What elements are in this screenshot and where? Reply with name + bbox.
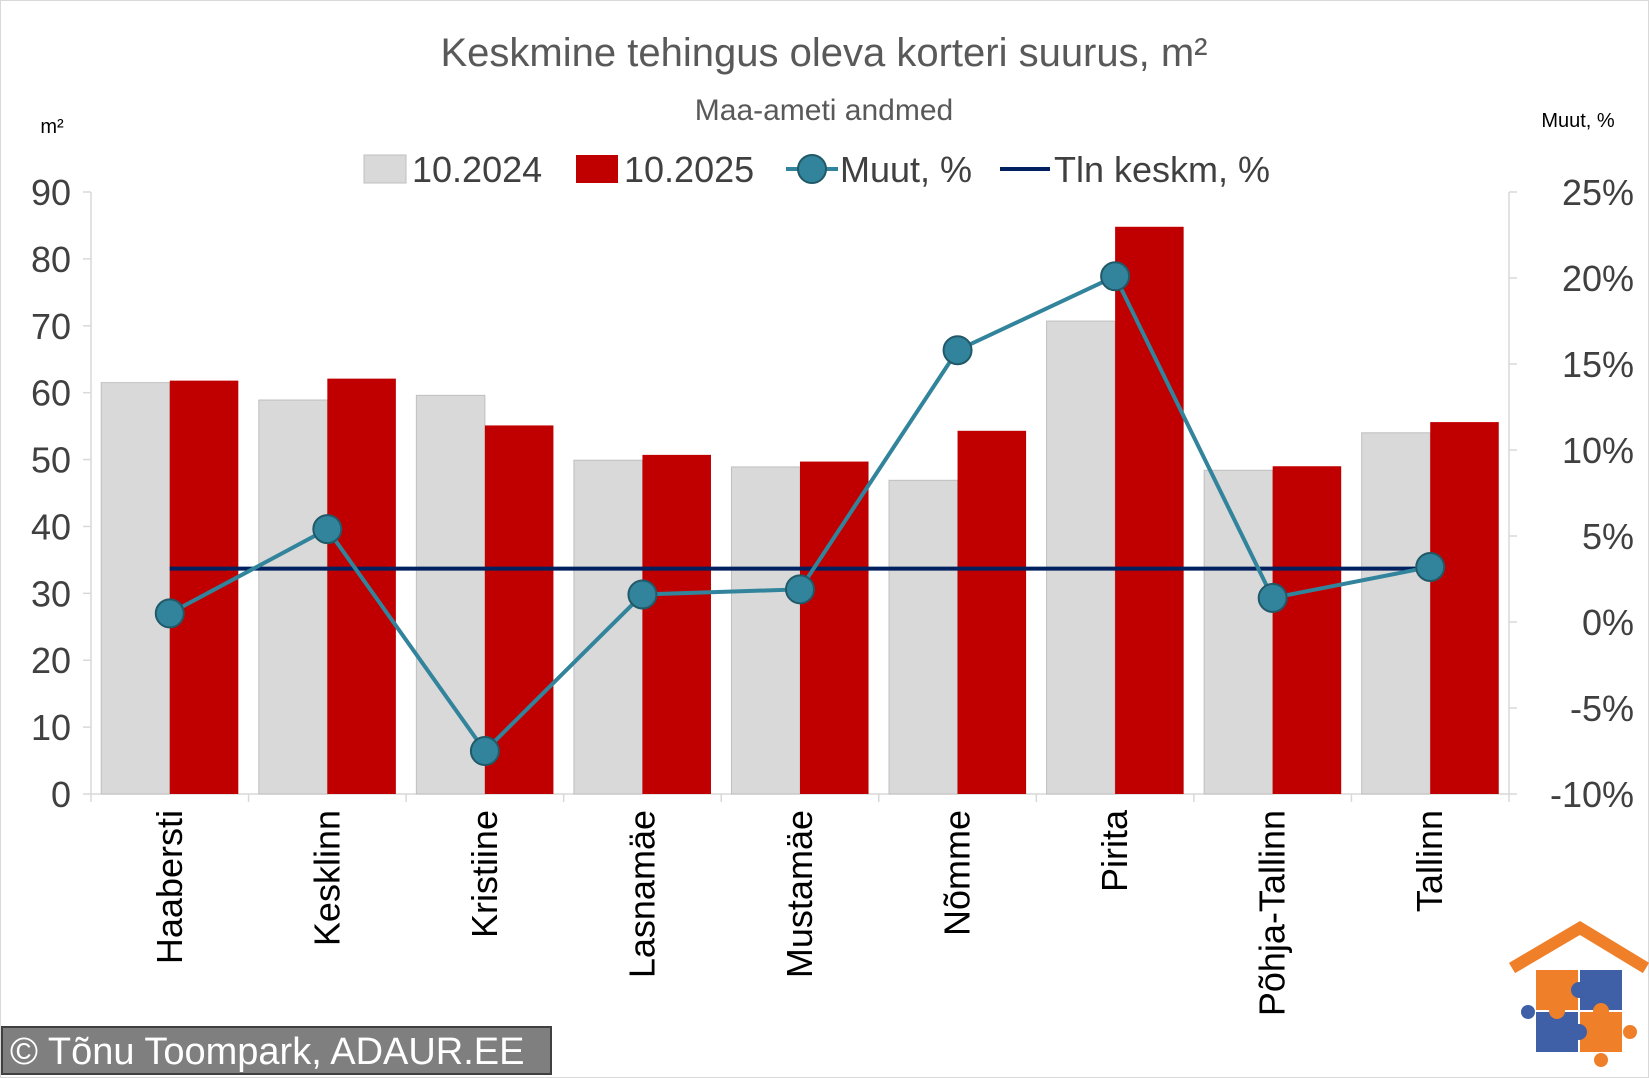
left-tick-label: 50 [31,440,71,481]
bar-10-2024 [258,399,328,795]
right-tick-label: -5% [1570,688,1634,729]
logo-knob-7 [1594,1053,1608,1067]
bar-10-2025 [642,454,711,794]
right-tick-label: 20% [1562,258,1634,299]
change-line-series [154,261,1446,766]
category-label: Lasnamäe [621,810,662,978]
left-tick-label: 10 [31,707,71,748]
credit-text: © Tõnu Toompark, ADAUR.EE [10,1031,524,1073]
right-tick-label: 15% [1562,344,1634,385]
category-label: Pirita [1094,809,1135,892]
right-tick-label: 5% [1582,516,1634,557]
category-label: Tallinn [1409,810,1450,912]
left-tick-label: 20 [31,640,71,681]
logo-knob-4 [1571,1024,1587,1040]
bar-10-2024 [888,479,959,795]
category-label: Kesklinn [306,810,347,946]
change-point [1100,261,1131,292]
legend-label-10-2024: 10.2024 [412,149,542,190]
left-axis-ticks: 0 10 20 30 40 50 60 70 80 90 [31,172,91,815]
logo-knob-3 [1593,1003,1609,1019]
legend-label-tln-keskm: Tln keskm, % [1054,149,1270,190]
bar-10-2025 [484,425,554,794]
left-tick-label: 40 [31,506,71,547]
left-tick-label: 0 [51,774,71,815]
change-point [154,598,185,629]
logo-knob-5 [1521,1005,1535,1019]
left-tick-label: 60 [31,373,71,414]
puzzle-house-logo [1508,921,1649,1067]
category-label: Mustamäe [779,810,820,978]
bar-10-2025 [1115,226,1184,794]
bar-10-2024 [1046,320,1116,795]
legend: 10.2024 10.2025 Muut, % Tln keskm, % [363,149,1270,190]
category-label: Kristiine [464,810,505,938]
right-tick-label: 0% [1582,602,1634,643]
change-point [1415,551,1446,582]
left-tick-label: 80 [31,239,71,280]
logo-knob-1 [1549,1003,1565,1019]
change-point [942,335,973,366]
category-label: Haabersti [149,810,190,964]
left-tick-label: 90 [31,172,71,213]
right-axis-unit: Muut, % [1541,110,1615,132]
credit-badge: © Tõnu Toompark, ADAUR.EE [1,1026,552,1075]
category-label: Põhja-Tallinn [1252,810,1293,1016]
bar-10-2025 [169,380,239,794]
bar-10-2024 [100,382,171,795]
legend-swatch-10-2025 [576,155,618,183]
change-point [1257,582,1288,613]
logo-knob-2 [1571,982,1587,998]
bars [90,226,1510,802]
chart-title: Keskmine tehingus oleva korteri suurus, … [441,31,1208,75]
chart-subtitle: Maa-ameti andmed [695,94,953,127]
legend-label-10-2025: 10.2025 [624,149,754,190]
bar-10-2024 [1203,469,1274,795]
right-tick-label: 10% [1562,430,1634,471]
left-tick-label: 30 [31,573,71,614]
left-axis-unit: m² [40,116,64,138]
change-point [785,574,815,605]
bar-10-2024 [415,394,486,795]
bar-10-2025 [1272,466,1342,794]
credit-background [1,1026,552,1075]
bar-10-2025 [1430,422,1499,794]
bar-10-2024 [730,466,801,795]
legend-swatch-10-2024 [363,154,407,184]
right-tick-label: -10% [1550,774,1634,815]
legend-marker-muut [797,154,827,184]
bar-10-2025 [957,430,1027,794]
bar-10-2025 [800,461,869,794]
left-tick-label: 70 [31,306,71,347]
category-labels: Haabersti Kesklinn Kristiine Lasnamäe Mustam… [149,809,1450,1016]
right-tick-label: 25% [1562,172,1634,213]
change-point [627,579,658,610]
legend-label-muut: Muut, % [840,149,972,190]
logo-knob-6 [1623,1025,1637,1039]
change-point [312,514,343,545]
category-label: Nõmme [937,810,978,936]
logo-roof [1508,921,1649,974]
bar-10-2024 [1361,432,1431,795]
bar-10-2025 [327,378,396,794]
change-point [469,736,500,766]
right-axis-ticks: -10% -5% 0% 5% 10% 15% 20% 25% [1509,172,1634,815]
